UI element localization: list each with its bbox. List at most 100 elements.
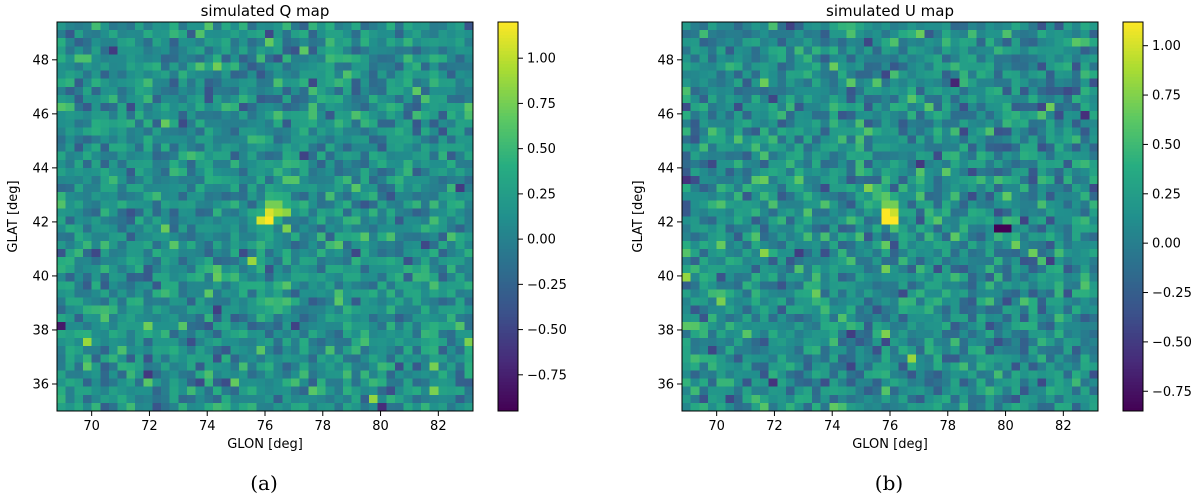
heatmap-cell — [178, 127, 188, 136]
heatmap-cell — [351, 370, 361, 379]
heatmap-cell — [412, 159, 422, 169]
heatmap-cell — [429, 378, 439, 388]
heatmap-cell — [247, 240, 257, 250]
x-tick-label: 82 — [1055, 419, 1072, 434]
heatmap-cell — [343, 192, 353, 201]
heatmap-cell — [109, 248, 119, 258]
heatmap-cell — [907, 70, 917, 80]
heatmap-cell — [100, 305, 110, 315]
heatmap-cell — [933, 175, 943, 185]
colorbar-step — [498, 90, 518, 94]
heatmap-cell — [447, 313, 457, 323]
heatmap-cell — [846, 151, 856, 161]
heatmap-cell — [890, 394, 900, 404]
heatmap-cell — [360, 94, 370, 104]
heatmap-cell — [890, 240, 900, 250]
heatmap-cell — [273, 370, 283, 379]
heatmap-cell — [959, 192, 969, 201]
heatmap-cell — [299, 167, 309, 177]
heatmap-cell — [438, 305, 448, 315]
heatmap-cell — [230, 346, 240, 355]
heatmap-cell — [1020, 248, 1030, 258]
heatmap-cell — [438, 94, 448, 104]
heatmap-cell — [386, 78, 396, 88]
heatmap-cell — [343, 175, 353, 185]
heatmap-cell — [187, 329, 197, 339]
heatmap-cell — [985, 167, 995, 177]
heatmap-cell — [317, 248, 327, 258]
colorbar-step — [1123, 83, 1143, 88]
heatmap-cell — [74, 240, 84, 250]
heatmap-cell — [924, 167, 934, 177]
heatmap-cell — [942, 313, 952, 323]
heatmap-cell — [299, 224, 309, 234]
colorbar-tick-label: 0.50 — [1152, 138, 1181, 153]
heatmap-cell — [942, 111, 952, 120]
heatmap-cell — [1054, 135, 1064, 144]
heatmap-cell — [135, 103, 145, 112]
heatmap-cell — [924, 135, 934, 144]
heatmap-cell — [734, 240, 744, 250]
heatmap-cell — [395, 370, 405, 379]
heatmap-cell — [455, 127, 465, 136]
heatmap-cell — [716, 151, 726, 161]
heatmap-cell — [812, 273, 822, 282]
heatmap-cell — [976, 378, 986, 388]
x-tick-label: 74 — [199, 419, 216, 434]
heatmap-cell — [412, 86, 422, 96]
heatmap-cell — [135, 281, 145, 290]
heatmap-cell — [872, 38, 882, 47]
heatmap-cell — [1089, 38, 1099, 47]
colorbar-step — [1123, 359, 1143, 363]
heatmap-cell — [1002, 281, 1012, 290]
heatmap-cell — [942, 127, 952, 136]
heatmap-cell — [942, 402, 952, 412]
heatmap-cell — [1080, 200, 1090, 209]
heatmap-cell — [213, 111, 223, 120]
heatmap-cell — [299, 143, 309, 153]
heatmap-cell — [942, 46, 952, 55]
heatmap-cell — [204, 78, 214, 88]
heatmap-cell — [429, 94, 439, 104]
heatmap-cell — [325, 192, 335, 201]
colorbar: 1.000.750.500.250.00−0.25−0.50−0.75 — [1122, 21, 1192, 412]
heatmap-cell — [751, 119, 761, 128]
heatmap-cell — [100, 94, 110, 104]
heatmap-cell — [117, 240, 127, 250]
colorbar-step — [498, 31, 518, 36]
heatmap-cell — [135, 394, 145, 404]
heatmap-cell — [299, 378, 309, 388]
heatmap-cell — [690, 103, 700, 112]
heatmap-cell — [1002, 54, 1012, 63]
heatmap-cell — [429, 313, 439, 323]
heatmap-cell — [872, 22, 882, 31]
heatmap-cell — [187, 281, 197, 290]
heatmap-cell — [178, 240, 188, 250]
heatmap-cell — [985, 175, 995, 185]
heatmap-cell — [291, 281, 301, 290]
heatmap-cell — [803, 54, 813, 63]
heatmap-cell — [820, 111, 830, 120]
heatmap-cell — [256, 103, 266, 112]
heatmap-cell — [838, 329, 848, 339]
heatmap-cell — [117, 394, 127, 404]
heatmap-cell — [829, 378, 839, 388]
heatmap-cell — [1046, 30, 1056, 39]
heatmap-cell — [725, 119, 735, 128]
heatmap-cell — [256, 370, 266, 379]
heatmap-cell — [708, 70, 718, 80]
heatmap-cell — [872, 167, 882, 177]
heatmap-cell — [204, 54, 214, 63]
heatmap-cell — [334, 289, 344, 298]
heatmap-cell — [1028, 394, 1038, 404]
heatmap-cell — [325, 248, 335, 258]
heatmap-cell — [890, 70, 900, 80]
heatmap-cell — [429, 103, 439, 112]
heatmap-cell — [291, 329, 301, 339]
heatmap-cell — [916, 354, 926, 363]
heatmap-cell — [812, 119, 822, 128]
heatmap-cell — [187, 273, 197, 282]
heatmap-cell — [1011, 329, 1021, 339]
heatmap-cell — [135, 143, 145, 153]
heatmap-cell — [994, 297, 1004, 307]
